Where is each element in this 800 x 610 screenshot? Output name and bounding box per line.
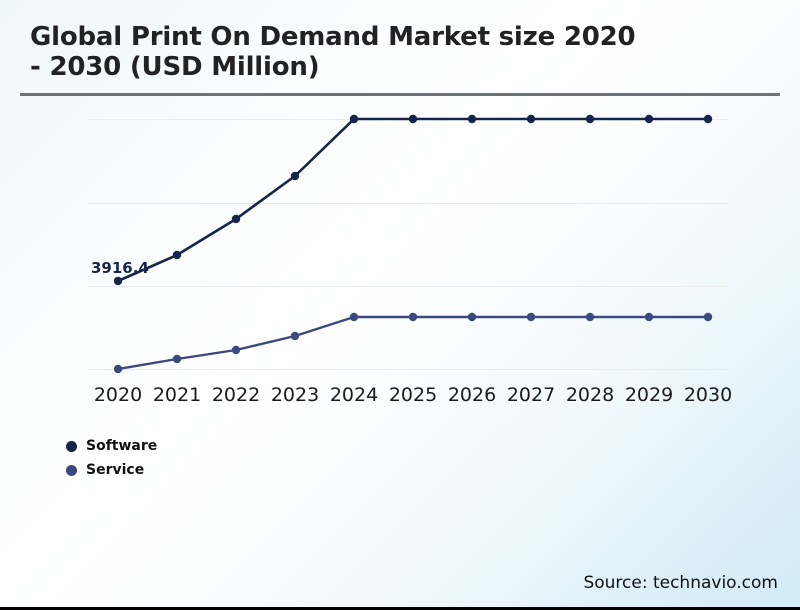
legend-swatch-icon <box>66 464 77 476</box>
chart-title-line-1: Global Print On Demand Market size 2020 <box>30 22 636 52</box>
data-point-marker[interactable] <box>231 345 241 355</box>
data-point-marker[interactable] <box>290 331 300 341</box>
data-point-marker[interactable] <box>349 114 359 124</box>
data-point-marker[interactable] <box>467 312 477 322</box>
x-axis-label: 2022 <box>211 384 261 406</box>
chart-legend: Software Service <box>66 434 157 482</box>
data-point-marker[interactable] <box>703 114 713 124</box>
series-line-software <box>116 117 710 283</box>
x-axis-label: 2029 <box>624 384 674 406</box>
data-point-marker[interactable] <box>703 312 713 322</box>
series-line-service <box>116 315 710 371</box>
data-point-marker[interactable] <box>113 364 123 374</box>
data-point-marker[interactable] <box>172 354 182 364</box>
gridline <box>88 203 728 204</box>
x-axis-label: 2020 <box>93 384 143 406</box>
data-point-marker[interactable] <box>644 312 654 322</box>
x-axis-label: 2030 <box>683 384 733 406</box>
data-point-marker[interactable] <box>290 171 300 181</box>
legend-label: Service <box>86 462 145 478</box>
data-point-marker[interactable] <box>526 114 536 124</box>
data-point-marker[interactable] <box>585 114 595 124</box>
legend-swatch-icon <box>66 440 77 452</box>
legend-item-software[interactable]: Software <box>66 434 157 458</box>
x-axis-label: 2021 <box>152 384 202 406</box>
data-value-label: 3916.4 <box>91 259 149 277</box>
data-point-marker[interactable] <box>231 214 241 224</box>
data-point-marker[interactable] <box>644 114 654 124</box>
data-point-marker[interactable] <box>408 114 418 124</box>
source-attribution: Source: technavio.com <box>583 573 778 593</box>
data-point-marker[interactable] <box>408 312 418 322</box>
x-axis-label: 2026 <box>447 384 497 406</box>
data-point-marker[interactable] <box>349 312 359 322</box>
x-axis-label: 2027 <box>506 384 556 406</box>
data-point-marker[interactable] <box>113 276 123 286</box>
x-axis-label: 2025 <box>388 384 438 406</box>
x-axis-label: 2023 <box>270 384 320 406</box>
gridline <box>88 286 728 287</box>
x-axis-label: 2028 <box>565 384 615 406</box>
gridline <box>88 369 728 370</box>
legend-item-service[interactable]: Service <box>66 458 157 482</box>
data-point-marker[interactable] <box>172 250 182 260</box>
chart-title-line-2: - 2030 (USD Million) <box>30 52 320 83</box>
chart-title: Global Print On Demand Market size 2020 … <box>30 22 730 82</box>
data-point-marker[interactable] <box>526 312 536 322</box>
legend-label: Software <box>86 438 158 454</box>
data-point-marker[interactable] <box>585 312 595 322</box>
data-point-marker[interactable] <box>467 114 477 124</box>
x-axis-label: 2024 <box>329 384 379 406</box>
title-divider <box>20 93 780 96</box>
